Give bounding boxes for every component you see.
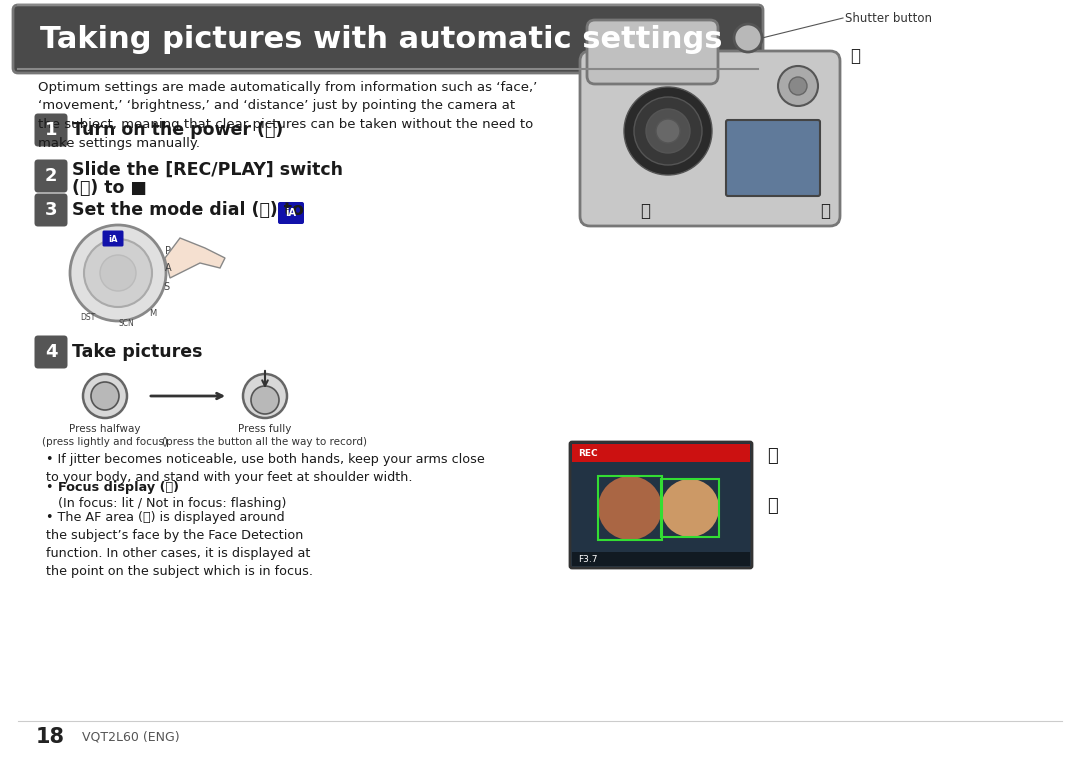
FancyBboxPatch shape xyxy=(278,202,303,224)
Text: Shutter button: Shutter button xyxy=(845,11,932,24)
Bar xyxy=(661,479,719,537)
Text: Ⓐ: Ⓐ xyxy=(850,47,860,65)
FancyBboxPatch shape xyxy=(580,51,840,226)
Circle shape xyxy=(251,386,279,414)
Circle shape xyxy=(634,97,702,165)
Text: 18: 18 xyxy=(36,727,65,747)
Text: iA: iA xyxy=(108,234,118,244)
FancyBboxPatch shape xyxy=(35,336,67,368)
Circle shape xyxy=(624,87,712,175)
Circle shape xyxy=(646,109,690,153)
Text: Press halfway
(press lightly and focus): Press halfway (press lightly and focus) xyxy=(42,424,168,447)
Circle shape xyxy=(598,476,662,540)
Circle shape xyxy=(778,66,818,106)
FancyBboxPatch shape xyxy=(588,20,718,84)
Text: REC: REC xyxy=(578,448,597,457)
Text: • If jitter becomes noticeable, use both hands, keep your arms close
to your bod: • If jitter becomes noticeable, use both… xyxy=(46,453,485,484)
Text: F3.7: F3.7 xyxy=(578,555,597,563)
Text: Ⓑ: Ⓑ xyxy=(820,202,831,220)
Text: Take pictures: Take pictures xyxy=(72,343,203,361)
Text: Set the mode dial (Ⓒ) to: Set the mode dial (Ⓒ) to xyxy=(72,201,303,219)
Bar xyxy=(598,476,662,540)
Text: M: M xyxy=(149,308,157,317)
Text: • The AF area (Ⓔ) is displayed around
the subject’s face by the Face Detection
f: • The AF area (Ⓔ) is displayed around th… xyxy=(46,511,313,578)
Circle shape xyxy=(91,382,119,410)
Text: A: A xyxy=(164,263,172,273)
FancyBboxPatch shape xyxy=(35,113,67,147)
Text: VQT2L60 (ENG): VQT2L60 (ENG) xyxy=(82,731,179,743)
FancyBboxPatch shape xyxy=(35,160,67,193)
Text: 2: 2 xyxy=(44,167,57,185)
Bar xyxy=(572,444,750,462)
Polygon shape xyxy=(165,238,225,278)
Text: Ⓔ: Ⓔ xyxy=(767,497,778,515)
Circle shape xyxy=(789,77,807,95)
Text: Ⓓ: Ⓓ xyxy=(767,447,778,465)
Text: P: P xyxy=(165,246,171,256)
Circle shape xyxy=(656,119,680,143)
Text: Taking pictures with automatic settings: Taking pictures with automatic settings xyxy=(40,24,723,53)
Text: Slide the [REC/PLAY] switch: Slide the [REC/PLAY] switch xyxy=(72,161,343,179)
FancyBboxPatch shape xyxy=(570,442,752,568)
FancyBboxPatch shape xyxy=(35,193,67,227)
Circle shape xyxy=(734,24,762,52)
Text: DST: DST xyxy=(80,313,96,321)
Circle shape xyxy=(70,225,166,321)
Text: Focus display (Ⓓ): Focus display (Ⓓ) xyxy=(58,481,179,494)
Text: S: S xyxy=(163,282,170,292)
FancyBboxPatch shape xyxy=(13,5,762,73)
Text: Optimum settings are made automatically from information such as ‘face,’
‘moveme: Optimum settings are made automatically … xyxy=(38,81,537,149)
Text: •: • xyxy=(46,481,57,494)
Circle shape xyxy=(83,374,127,418)
Circle shape xyxy=(84,239,152,307)
Text: SCN: SCN xyxy=(118,319,134,327)
Text: Press fully
(press the button all the way to record): Press fully (press the button all the wa… xyxy=(162,424,367,447)
Text: Turn on the power (Ⓐ): Turn on the power (Ⓐ) xyxy=(72,121,283,139)
Text: 3: 3 xyxy=(44,201,57,219)
Circle shape xyxy=(661,479,719,537)
Circle shape xyxy=(100,255,136,291)
FancyBboxPatch shape xyxy=(103,231,123,247)
Circle shape xyxy=(243,374,287,418)
Text: 4: 4 xyxy=(44,343,57,361)
Text: (In focus: lit / Not in focus: flashing): (In focus: lit / Not in focus: flashing) xyxy=(58,497,286,510)
Text: Ⓒ: Ⓒ xyxy=(640,202,650,220)
Text: iA: iA xyxy=(285,208,297,218)
Text: 1: 1 xyxy=(44,121,57,139)
Text: (Ⓑ) to ■: (Ⓑ) to ■ xyxy=(72,179,147,197)
Bar xyxy=(572,552,750,566)
FancyBboxPatch shape xyxy=(726,120,820,196)
